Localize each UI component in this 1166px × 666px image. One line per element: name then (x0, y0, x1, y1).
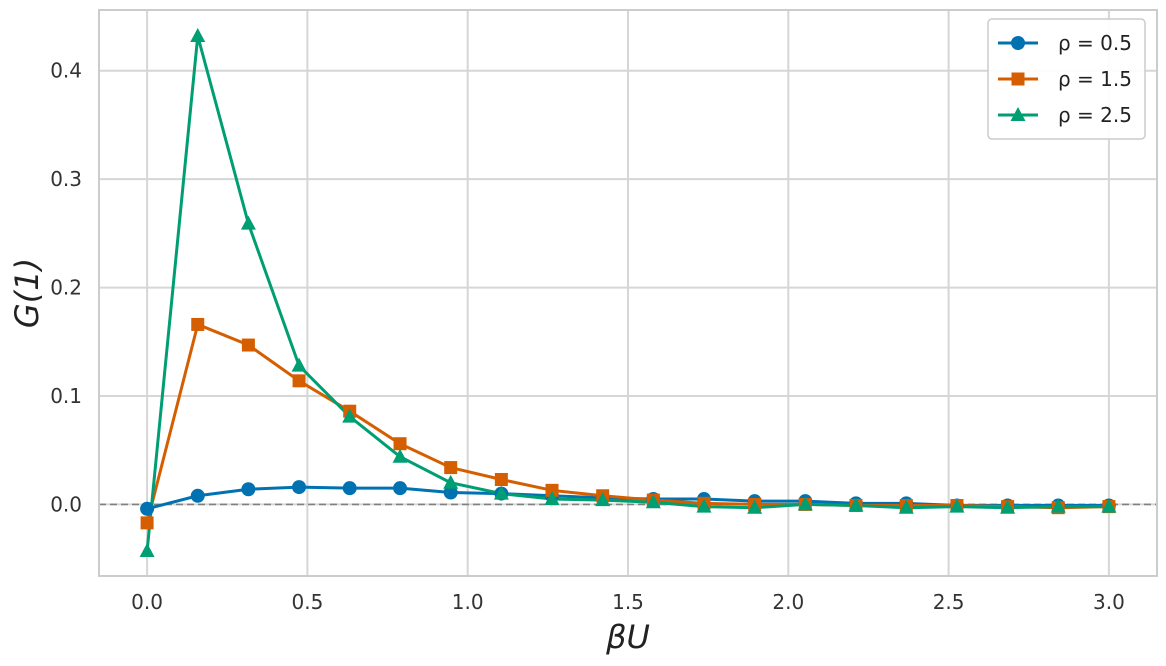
data-point (949, 498, 965, 513)
x-tick-label: 3.0 (1093, 590, 1125, 614)
data-point (1101, 498, 1117, 513)
legend-marker (1010, 107, 1026, 121)
data-point (342, 408, 358, 423)
grid-lines (99, 10, 1157, 576)
legend-label: ρ = 1.5 (1058, 67, 1132, 91)
x-tick-label: 1.5 (612, 590, 644, 614)
data-point (595, 492, 611, 507)
plot-frame (98, 9, 1158, 577)
y-tick-labels: 0.0 0.1 0.2 0.3 0.4 (50, 59, 82, 517)
series-line-2 (145, 34, 1109, 552)
legend-box (987, 18, 1146, 140)
legend-label: ρ = 2.5 (1058, 103, 1132, 127)
data-point (292, 480, 307, 495)
y-tick-label: 0.3 (50, 167, 82, 191)
series-markers (139, 28, 1117, 558)
data-point (443, 474, 459, 489)
legend: ρ = 0.5 ρ = 1.5 ρ = 2.5 (987, 18, 1146, 140)
data-point (848, 497, 864, 512)
data-point (443, 485, 458, 500)
data-point (747, 499, 763, 514)
data-point (241, 338, 255, 352)
x-tick-label: 2.0 (772, 590, 804, 614)
data-point (545, 483, 559, 497)
data-point (898, 499, 914, 514)
y-tick-label: 0.4 (50, 59, 82, 83)
data-point (392, 448, 408, 463)
data-point (493, 485, 509, 500)
data-point (444, 461, 458, 475)
y-axis-title: G(1) (8, 258, 46, 328)
x-tick-labels: 0.0 0.5 1.0 1.5 2.0 2.5 3.0 (131, 590, 1125, 614)
data-point (191, 317, 205, 331)
x-tick-label: 0.0 (131, 590, 163, 614)
data-point (645, 494, 661, 509)
data-point (1000, 499, 1016, 514)
x-axis-title: βU (605, 618, 650, 656)
data-point (696, 498, 712, 513)
x-tick-label: 1.0 (452, 590, 484, 614)
data-point (292, 374, 306, 388)
y-tick-label: 0.2 (50, 276, 82, 300)
legend-label: ρ = 0.5 (1058, 31, 1132, 55)
data-point (190, 28, 206, 43)
y-tick-label: 0.1 (50, 384, 82, 408)
data-point (342, 481, 357, 496)
data-point (494, 472, 508, 486)
x-tick-label: 2.5 (933, 590, 965, 614)
data-point (190, 488, 205, 503)
data-point (140, 516, 154, 530)
data-point (241, 482, 256, 497)
data-point (393, 481, 408, 496)
legend-marker (1011, 72, 1025, 86)
data-point (139, 543, 155, 558)
data-point (797, 496, 813, 511)
legend-marker (1011, 36, 1025, 50)
data-point (1050, 498, 1066, 513)
series-lines (145, 34, 1109, 552)
data-point (544, 491, 560, 506)
data-point (240, 215, 256, 230)
y-tick-label: 0.0 (50, 492, 82, 516)
x-tick-label: 0.5 (291, 590, 323, 614)
data-point (140, 501, 155, 516)
data-point (393, 437, 407, 451)
data-point (291, 357, 307, 372)
